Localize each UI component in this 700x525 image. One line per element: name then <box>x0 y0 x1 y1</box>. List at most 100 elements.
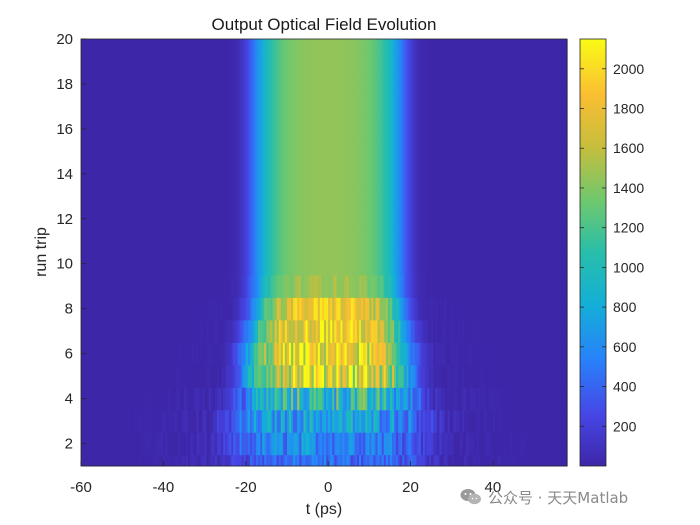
heatmap-cell <box>105 252 109 276</box>
heatmap-cell <box>499 454 502 467</box>
heatmap-cell <box>229 207 232 231</box>
heatmap-cell <box>227 72 230 96</box>
heatmap-cell <box>243 432 247 456</box>
heatmap-cell <box>151 117 154 141</box>
heatmap-cell <box>206 387 210 411</box>
heatmap-cell <box>120 364 123 388</box>
heatmap-cell <box>317 140 321 163</box>
heatmap-cell <box>433 454 436 467</box>
heatmap-cell <box>122 95 125 119</box>
heatmap-cell <box>546 454 550 467</box>
heatmap-cell <box>295 39 298 51</box>
heatmap-cell <box>274 342 278 366</box>
heatmap-cell <box>223 364 226 388</box>
heatmap-cell <box>268 50 272 74</box>
heatmap-cell <box>190 274 193 298</box>
heatmap-cell <box>163 297 167 321</box>
heatmap-cell <box>340 117 344 141</box>
heatmap-cell <box>484 387 488 411</box>
heatmap-cell <box>414 140 418 163</box>
heatmap-cell <box>429 95 432 119</box>
heatmap-cell <box>534 117 537 141</box>
heatmap-cell <box>225 252 228 276</box>
heatmap-cell <box>511 117 515 141</box>
heatmap-cell <box>472 297 475 321</box>
heatmap-cell <box>511 230 515 253</box>
heatmap-cell <box>461 432 465 456</box>
heatmap-cell <box>451 207 455 231</box>
heatmap-cell <box>301 454 305 467</box>
heatmap-cell <box>373 342 377 366</box>
heatmap-cell <box>554 364 558 388</box>
heatmap-cell <box>361 297 364 321</box>
heatmap-cell <box>95 39 99 51</box>
heatmap-cell <box>344 364 348 388</box>
heatmap-cell <box>449 140 453 163</box>
heatmap-cell <box>542 454 545 467</box>
heatmap-cell <box>377 140 381 163</box>
heatmap-cell <box>258 95 261 119</box>
heatmap-cell <box>381 297 385 321</box>
heatmap-cell <box>433 432 436 456</box>
heatmap-cell <box>194 432 197 456</box>
heatmap-cell <box>221 230 224 253</box>
heatmap-cell <box>443 409 447 433</box>
heatmap-cell <box>210 140 214 163</box>
heatmap-cell <box>101 342 105 366</box>
heatmap-cell <box>124 162 127 186</box>
heatmap-cell <box>116 454 119 467</box>
heatmap-cell <box>342 387 346 411</box>
heatmap-cell <box>134 342 138 366</box>
heatmap-cell <box>564 72 568 96</box>
heatmap-cell <box>126 297 129 321</box>
heatmap-cell <box>223 297 226 321</box>
heatmap-cell <box>202 72 206 96</box>
heatmap-cell <box>148 454 152 467</box>
heatmap-cell <box>548 274 552 298</box>
heatmap-cell <box>144 162 148 186</box>
heatmap-cell <box>431 454 434 467</box>
heatmap-cell <box>146 39 150 51</box>
heatmap-cell <box>179 185 183 208</box>
heatmap-cell <box>256 140 259 163</box>
heatmap-cell <box>200 230 204 253</box>
heatmap-cell <box>299 230 302 253</box>
heatmap-cell <box>394 364 397 388</box>
heatmap-cell <box>286 95 290 119</box>
heatmap-cell <box>116 364 119 388</box>
heatmap-cell <box>321 274 325 298</box>
heatmap-cell <box>538 39 541 51</box>
heatmap-cell <box>313 39 317 51</box>
heatmap-cell <box>451 297 455 321</box>
heatmap-cell <box>216 454 220 467</box>
heatmap-cell <box>435 252 438 276</box>
heatmap-cell <box>280 297 284 321</box>
heatmap-cell <box>297 432 300 456</box>
heatmap-cell <box>464 72 467 96</box>
heatmap-cell <box>134 39 138 51</box>
heatmap-cell <box>326 72 329 96</box>
heatmap-cell <box>113 39 117 51</box>
heatmap-cell <box>447 117 451 141</box>
heatmap-cell <box>214 409 218 433</box>
heatmap-cell <box>558 72 562 96</box>
heatmap-cell <box>435 432 438 456</box>
heatmap-cell <box>268 117 272 141</box>
heatmap-cell <box>105 185 109 208</box>
heatmap-cell <box>210 454 214 467</box>
heatmap-cell <box>373 274 377 298</box>
heatmap-cell <box>354 319 358 343</box>
heatmap-cell <box>332 95 335 119</box>
heatmap-cell <box>470 252 473 276</box>
heatmap-cell <box>486 319 490 343</box>
heatmap-cell <box>324 95 327 119</box>
heatmap-cell <box>237 342 241 366</box>
heatmap-cell <box>416 432 420 456</box>
heatmap-cell <box>431 140 434 163</box>
heatmap-cell <box>313 274 317 298</box>
heatmap-cell <box>554 117 558 141</box>
heatmap-cell <box>278 432 282 456</box>
heatmap-cell <box>449 342 453 366</box>
heatmap-cell <box>214 117 218 141</box>
heatmap-cell <box>385 364 389 388</box>
